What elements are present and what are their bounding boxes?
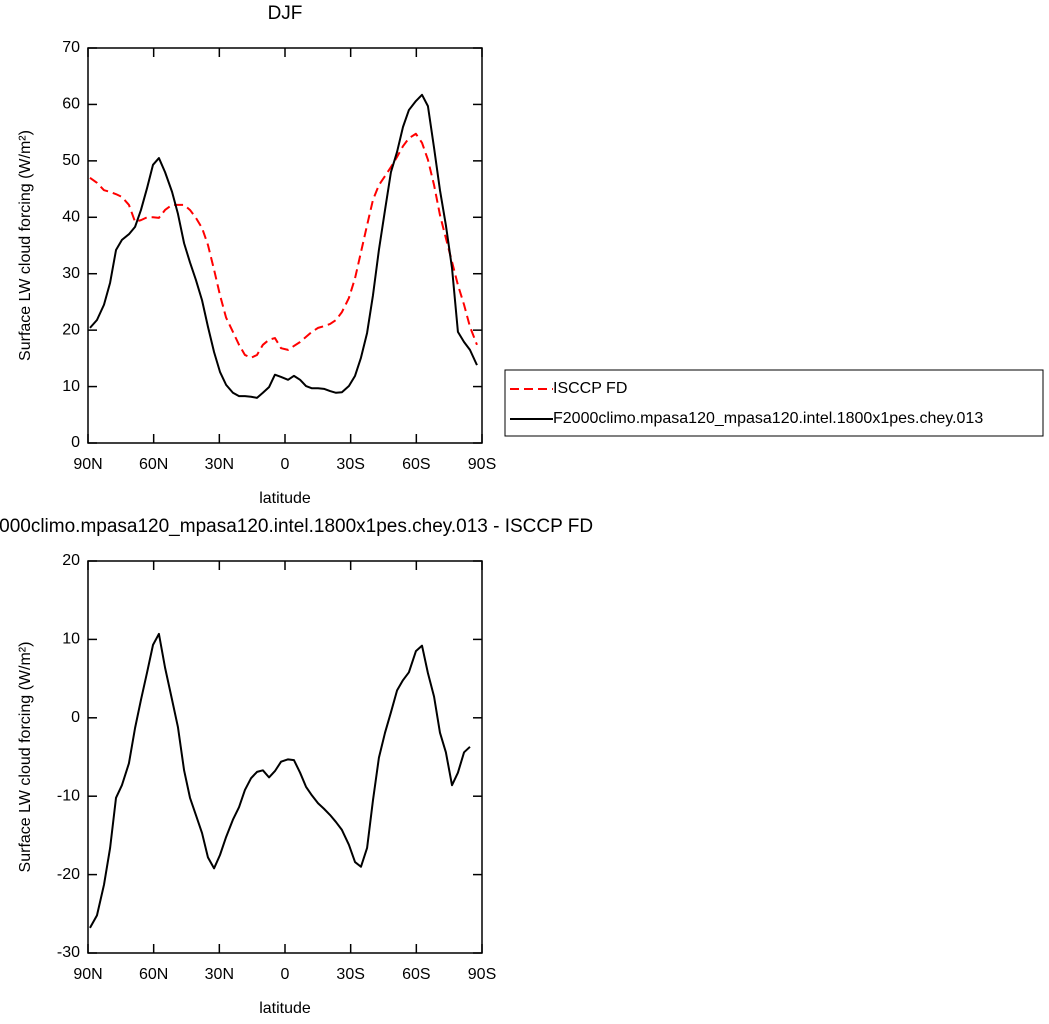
x-tick-label: 30S [336, 966, 364, 983]
chart-title: F2000climo.mpasa120_mpasa120.intel.1800x… [0, 516, 593, 537]
y-tick-label: -30 [57, 944, 80, 961]
x-axis-label: latitude [259, 490, 311, 507]
y-tick-label: 10 [62, 631, 80, 648]
x-axis-label: latitude [259, 1000, 311, 1017]
x-tick-label: 90N [73, 456, 102, 473]
x-tick-label: 60N [139, 966, 168, 983]
legend-box [504, 369, 1044, 437]
plot-frame [87, 47, 483, 444]
y-tick-label: 40 [62, 209, 80, 226]
y-axis-label: Surface LW cloud forcing (W/m²) [17, 130, 34, 361]
y-tick-label: 0 [71, 709, 80, 726]
x-tick-label: 60N [139, 456, 168, 473]
y-tick-label: 10 [62, 378, 80, 395]
x-tick-label: 30N [205, 966, 234, 983]
x-tick-label: 90N [73, 966, 102, 983]
x-tick-label: 0 [281, 456, 290, 473]
x-tick-label: 30S [336, 456, 364, 473]
x-tick-label: 90S [468, 966, 496, 983]
y-tick-label: 30 [62, 265, 80, 282]
x-tick-label: 30N [205, 456, 234, 473]
data-line [89, 132, 478, 359]
y-tick-label: 50 [62, 152, 80, 169]
y-tick-label: -20 [57, 866, 80, 883]
y-tick-label: 70 [62, 39, 80, 56]
y-tick-label: 0 [71, 434, 80, 451]
y-tick-label: -10 [57, 787, 80, 804]
x-tick-label: 0 [281, 966, 290, 983]
y-axis-label: Surface LW cloud forcing (W/m²) [17, 642, 34, 873]
data-line [89, 632, 471, 929]
x-tick-label: 60S [402, 966, 430, 983]
legend-label: ISCCP FD [553, 380, 627, 397]
plot-frame [87, 560, 483, 954]
y-tick-label: 60 [62, 96, 80, 113]
data-line [89, 93, 478, 399]
y-tick-label: 20 [62, 552, 80, 569]
legend-label: F2000climo.mpasa120_mpasa120.intel.1800x… [553, 410, 983, 427]
chart-title: DJF [268, 3, 303, 24]
x-tick-label: 90S [468, 456, 496, 473]
y-tick-label: 20 [62, 321, 80, 338]
x-tick-label: 60S [402, 456, 430, 473]
